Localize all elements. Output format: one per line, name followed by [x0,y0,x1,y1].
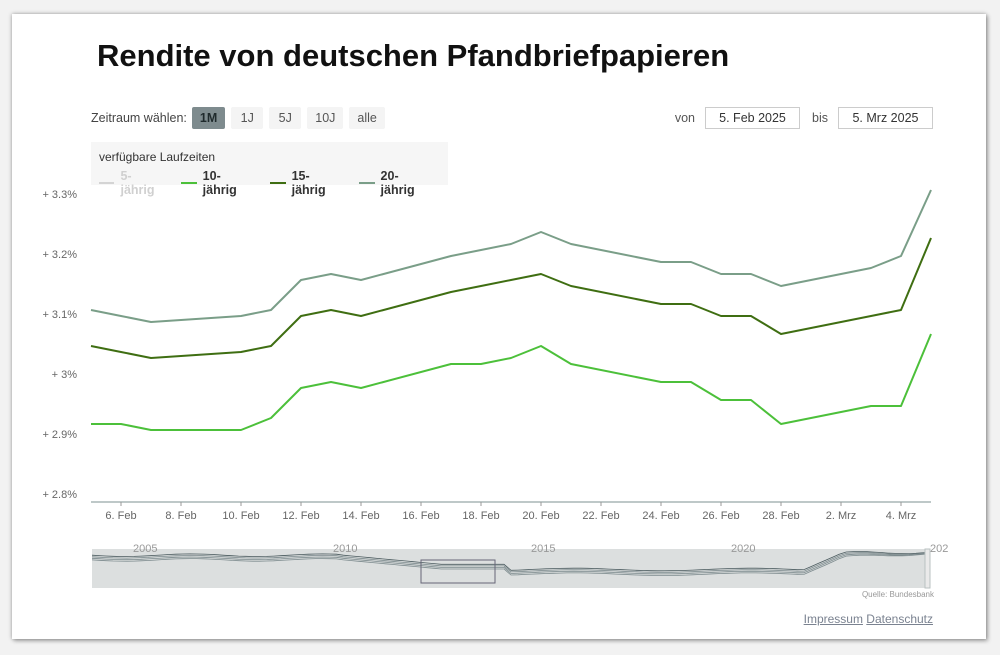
series-line-15-jährig [90,237,932,359]
legend-items: 5-jährig 10-jährig 15-jährig 20-jährig [99,169,448,197]
range-button-1j[interactable]: 1J [231,107,264,129]
navigator-series-line [91,552,931,573]
series-line-10-jährig [91,333,932,431]
x-tick-label: 18. Feb [462,510,500,522]
legend-swatch [270,182,286,184]
x-tick-label: 22. Feb [582,510,620,522]
navigator-year-label: 202 [930,543,949,555]
navigator-window-outline [420,559,496,584]
x-tick-label: 12. Feb [282,510,320,522]
x-tick-label: 26. Feb [702,510,740,522]
von-input[interactable]: 5. Feb 2025 [705,107,801,129]
legend-item-10-jährig[interactable]: 10-jährig [181,169,253,197]
legend-item-5-jährig[interactable]: 5-jährig [99,169,164,197]
date-range: von 5. Feb 2025 bis 5. Mrz 2025 [675,107,933,129]
legend-swatch [359,182,375,184]
navigator-series-line [91,552,931,575]
legend-label: 5-jährig [120,169,155,197]
range-button-5j[interactable]: 5J [269,107,302,129]
page-title: Rendite von deutschen Pfandbriefpapieren [97,38,730,73]
navigator-year-label: 2020 [731,543,756,555]
x-tick-label: 14. Feb [342,510,380,522]
x-tick-label: 16. Feb [402,510,440,522]
x-tick-label: 8. Feb [165,510,197,522]
chart-card [12,14,986,639]
y-tick-label: + 3.3% [42,189,77,201]
y-tick-label: + 2.8% [42,489,77,501]
source-label: Quelle: Bundesbank [861,590,934,599]
x-tick-label: 10. Feb [222,510,260,522]
bis-input[interactable]: 5. Mrz 2025 [838,107,933,129]
legend-swatch [181,182,197,184]
y-tick-label: + 3.1% [42,309,77,321]
y-tick-label: + 3.2% [42,249,77,261]
x-tick-label: 24. Feb [642,510,680,522]
legend-item-15-jährig[interactable]: 15-jährig [270,169,342,197]
legend-label: 20-jährig [380,169,415,197]
y-tick-label: + 2.9% [42,429,77,441]
x-tick-label: 20. Feb [522,510,560,522]
range-button-1m[interactable]: 1M [191,107,226,129]
von-label: von [674,111,696,125]
navigator-year-label: 2010 [333,543,358,555]
legend-item-20-jährig[interactable]: 20-jährig [359,169,431,197]
datenschutz-link[interactable]: Datenschutz [866,612,933,626]
navigator-series-line [91,553,931,576]
x-tick-label: 6. Feb [105,510,137,522]
legend-label: 15-jährig [291,169,326,197]
navigator-handle [924,548,931,589]
zeitraum-label: Zeitraum wählen: [91,111,187,125]
navigator-year-label: 2015 [531,543,556,555]
legend-title: verfügbare Laufzeiten [99,150,216,164]
range-button-10j[interactable]: 10J [307,107,344,129]
footer-links: Impressum Datenschutz [804,612,933,626]
legend: verfügbare Laufzeiten 5-jährig 10-jährig 1… [91,142,448,197]
navigator-series-line [91,551,931,572]
x-tick-label: 4. Mrz [885,510,917,522]
legend-swatch [99,182,115,184]
bis-label: bis [812,111,828,125]
navigator-year-label: 2005 [133,543,158,555]
x-tick-label: 2. Mrz [825,510,857,522]
x-tick-label: 28. Feb [762,510,800,522]
legend-label: 10-jährig [202,169,237,197]
range-button-alle[interactable]: alle [349,107,385,129]
series-line-20-jährig [90,189,932,323]
y-tick-label: + 3% [51,369,77,381]
impressum-link[interactable]: Impressum [803,612,863,626]
zeitraum-selector: Zeitraum wählen: 1M 1J 5J 10J alle [91,107,391,129]
